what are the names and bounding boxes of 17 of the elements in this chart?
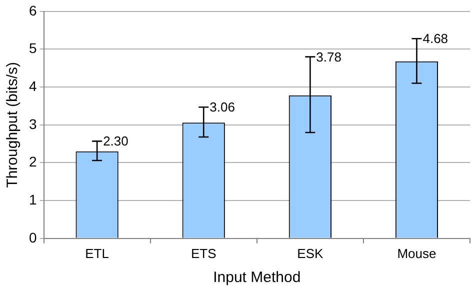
y-tick-label: 5 <box>28 40 37 56</box>
x-tick-label: Mouse <box>397 246 436 261</box>
data-label: 2.30 <box>103 134 128 149</box>
y-tick-label: 6 <box>28 2 37 18</box>
x-tick-label: ETS <box>190 246 217 261</box>
y-tick-label: 1 <box>28 191 37 208</box>
y-tick-label: 4 <box>28 78 37 94</box>
x-tick-label: ESK <box>297 246 324 261</box>
data-label: 4.68 <box>422 31 448 46</box>
data-label: 3.06 <box>210 100 235 115</box>
y-axis-title: Throughput (bits/s) <box>4 62 22 188</box>
x-tick-label: ETL <box>85 246 109 261</box>
y-tick-label: 2 <box>28 154 37 170</box>
data-label: 3.78 <box>316 49 342 64</box>
x-axis-title: Input Method <box>213 269 301 286</box>
y-tick-label: 3 <box>28 116 37 132</box>
y-tick-label: 0 <box>28 229 37 246</box>
